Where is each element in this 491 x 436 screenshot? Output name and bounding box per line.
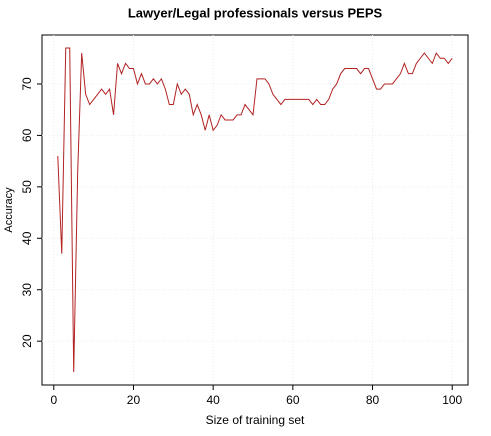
- y-tick-label: 70: [20, 77, 34, 91]
- plot-frame: [41, 34, 469, 386]
- x-tick-label: 80: [366, 393, 380, 407]
- data-line: [57, 47, 453, 373]
- y-axis-label: Accuracy: [3, 187, 15, 233]
- x-tick-label: 60: [286, 393, 300, 407]
- chart-title: Lawyer/Legal professionals versus PEPS: [128, 5, 383, 20]
- x-tick-label: 100: [442, 393, 462, 407]
- y-tick-label: 30: [20, 283, 34, 297]
- y-tick-label: 40: [20, 231, 34, 245]
- y-tick-label: 20: [20, 334, 34, 348]
- y-tick-label: 60: [20, 128, 34, 142]
- x-tick-label: 0: [50, 393, 57, 407]
- x-axis-label: Size of training set: [206, 413, 305, 427]
- y-tick-label: 50: [20, 180, 34, 194]
- x-tick-label: 40: [206, 393, 220, 407]
- x-tick-label: 20: [127, 393, 141, 407]
